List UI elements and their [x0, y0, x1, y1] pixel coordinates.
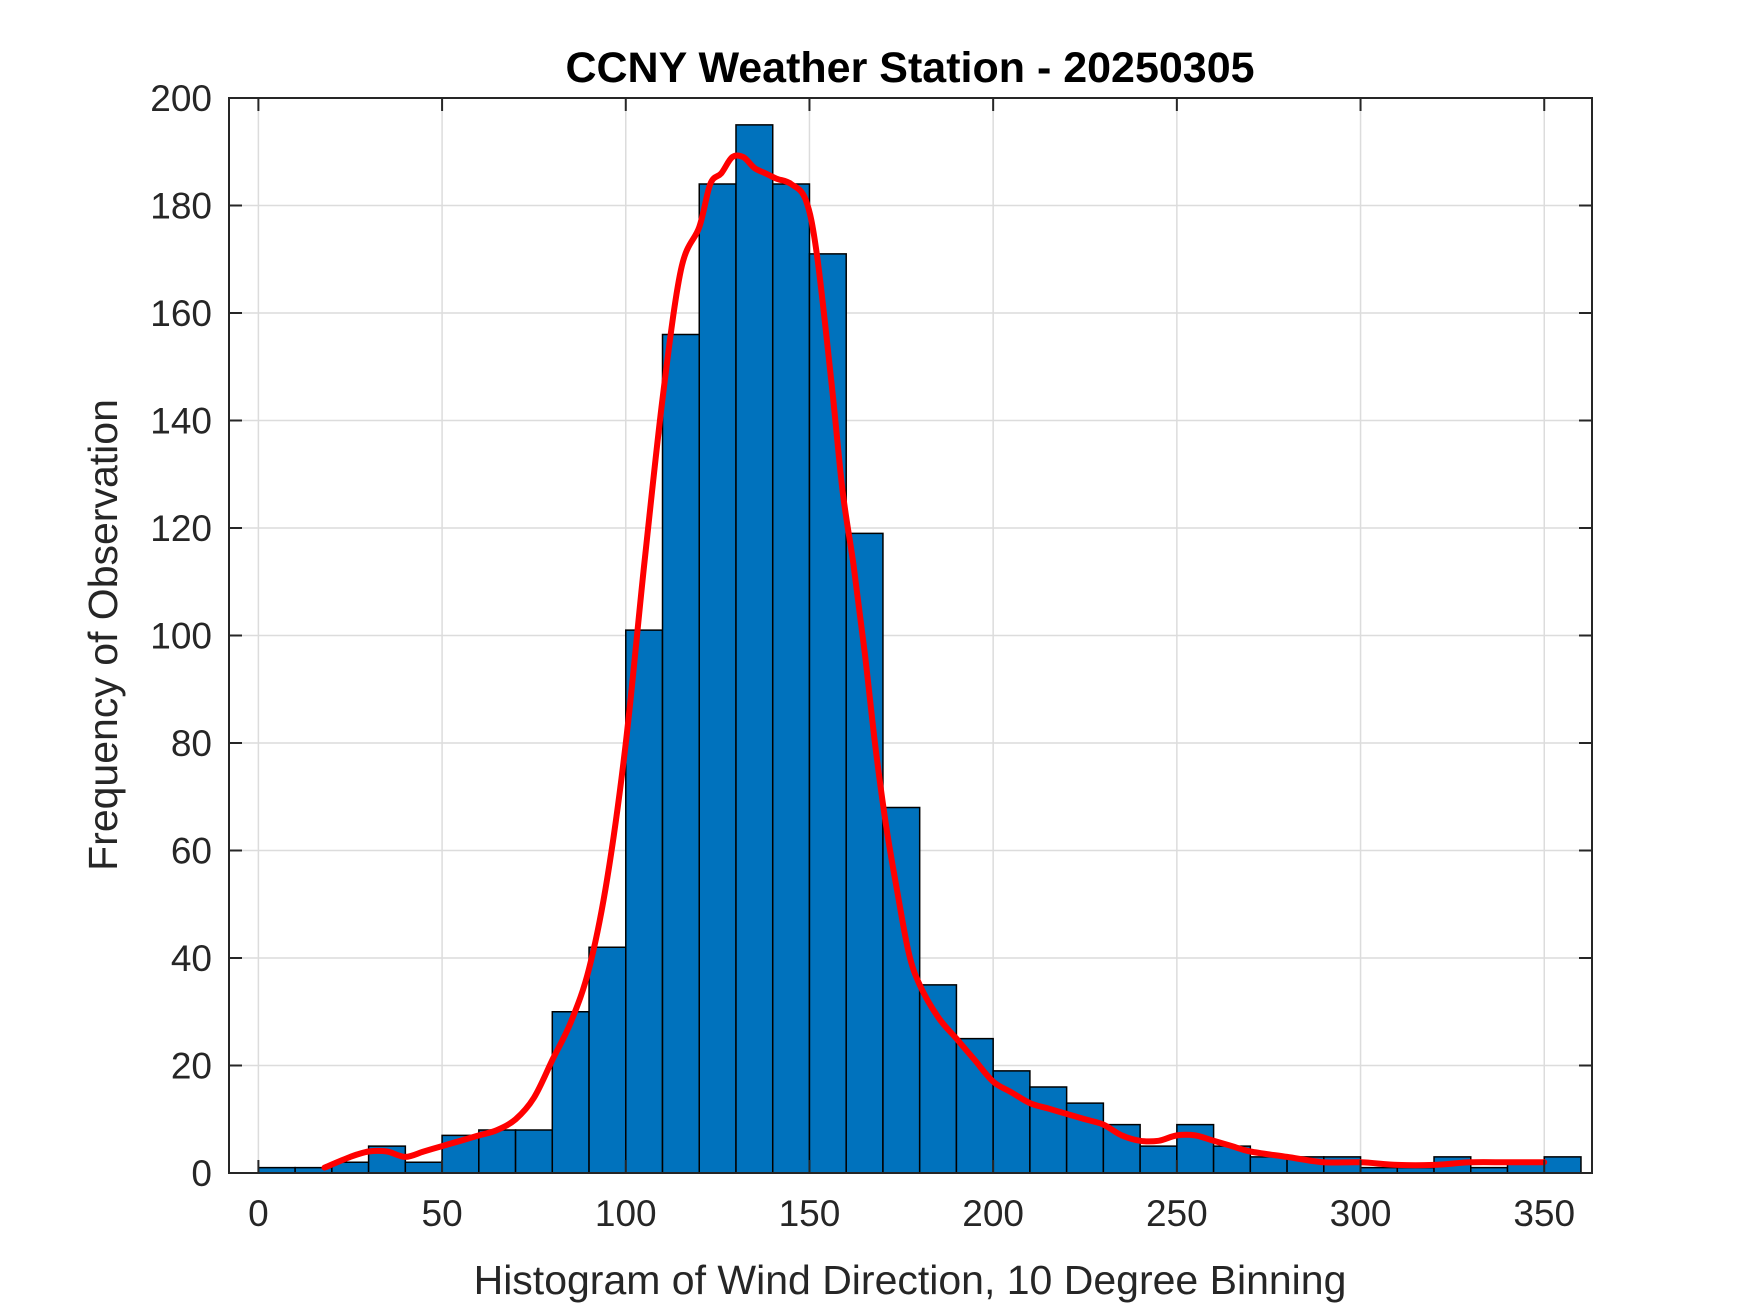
y-tick-label: 20 — [171, 1046, 212, 1087]
histogram-bar — [771, 183, 811, 1174]
x-tick-label: 200 — [962, 1193, 1024, 1234]
x-tick-label: 350 — [1513, 1193, 1575, 1234]
x-tick-label: 50 — [422, 1193, 463, 1234]
y-tick-label: 120 — [150, 508, 212, 549]
x-tick-label: 100 — [595, 1193, 657, 1234]
histogram-bar — [1102, 1123, 1141, 1174]
y-tick-label: 40 — [171, 938, 212, 979]
y-tick-label: 0 — [191, 1153, 212, 1194]
histogram-bar — [808, 253, 847, 1174]
histogram-bar — [735, 124, 774, 1174]
histogram-bar — [1543, 1156, 1582, 1174]
histogram-bar — [1029, 1086, 1068, 1174]
histogram-bar — [551, 1011, 590, 1174]
x-tick-label: 150 — [779, 1193, 841, 1234]
histogram-bar — [514, 1129, 554, 1174]
x-tick-label: 250 — [1146, 1193, 1208, 1234]
y-tick-label: 80 — [171, 723, 212, 764]
x-tick-label: 300 — [1330, 1193, 1392, 1234]
histogram-bar — [1249, 1156, 1288, 1174]
y-axis-label: Frequency of Observation — [80, 399, 126, 871]
y-tick-label: 200 — [150, 78, 212, 119]
histogram-bar — [1139, 1145, 1178, 1174]
y-tick-label: 60 — [171, 831, 212, 872]
histogram-bar — [661, 333, 701, 1174]
histogram-bar — [882, 806, 921, 1174]
histogram-bar — [404, 1161, 443, 1174]
fit-curve-line — [321, 152, 1548, 1171]
histogram-bar — [698, 183, 737, 1174]
y-tick-label: 140 — [150, 401, 212, 442]
chart-title: CCNY Weather Station - 20250305 — [565, 44, 1254, 92]
histogram-bar — [625, 629, 664, 1174]
fit-curve-layer — [321, 152, 1548, 1171]
y-tick-label: 180 — [150, 186, 212, 227]
y-tick-labels: 0 20 40 60 80 100 120 140 160 180 200 — [150, 78, 212, 1194]
histogram-bar — [588, 946, 627, 1174]
x-axis-label: Histogram of Wind Direction, 10 Degree B… — [474, 1257, 1347, 1303]
axes-box — [228, 97, 1593, 1174]
y-tick-label: 100 — [150, 616, 212, 657]
x-tick-label: 0 — [248, 1193, 269, 1234]
y-tick-label: 160 — [150, 293, 212, 334]
x-tick-labels: 0 50 100 150 200 250 300 350 — [248, 1193, 1575, 1234]
